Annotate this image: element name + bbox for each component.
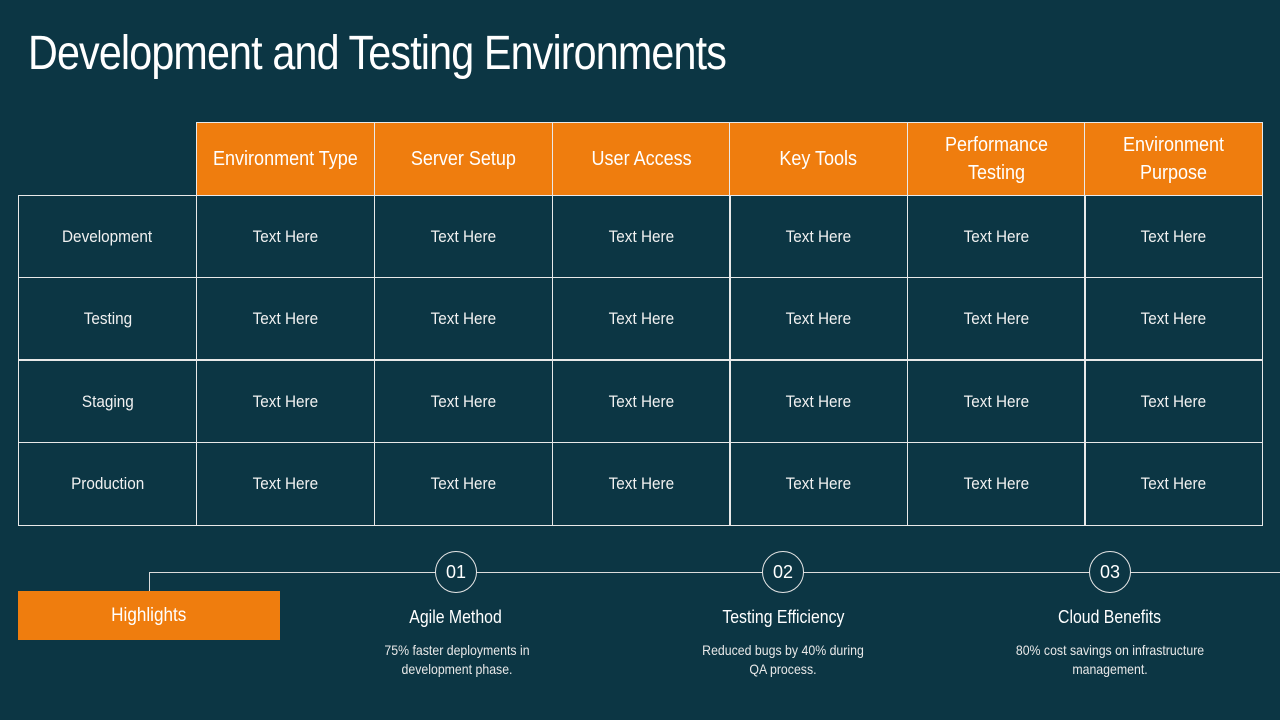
column-header-environment-type: Environment Type	[196, 122, 375, 196]
row-label-text: Staging	[81, 391, 134, 411]
table-cell-text: Text Here	[252, 308, 319, 328]
highlights-label: Highlights	[111, 604, 187, 626]
table-cell: Text Here	[196, 277, 375, 360]
row-label-development: Development	[18, 195, 197, 278]
row-label-staging: Staging	[18, 360, 197, 443]
column-header-label: Environment Type	[213, 148, 358, 170]
step-number: 03	[1099, 561, 1121, 582]
table-cell-text: Text Here	[608, 226, 675, 246]
table-cell-text: Text Here	[608, 391, 675, 411]
table-cell-text: Text Here	[963, 391, 1030, 411]
table-cell-text: Text Here	[1140, 474, 1207, 493]
column-header-label: Key Tools	[779, 148, 858, 170]
table-cell: Text Here	[907, 195, 1086, 278]
column-header-label: Environment Purpose	[1122, 134, 1225, 184]
table-cell: Text Here	[1084, 195, 1263, 278]
row-label-text: Testing	[83, 308, 132, 328]
step-description: 75% faster deployments in development ph…	[337, 641, 577, 679]
table-cell-text: Text Here	[785, 308, 852, 328]
table-cell-text: Text Here	[963, 308, 1030, 328]
table-cell: Text Here	[907, 360, 1086, 443]
table-cell: Text Here	[374, 360, 553, 443]
column-header-key-tools: Key Tools	[729, 122, 908, 196]
timeline-connector	[149, 572, 150, 592]
step-title: Testing Efficiency	[663, 607, 903, 628]
table-cell: Text Here	[374, 195, 553, 278]
table-cell: Text Here	[196, 195, 375, 278]
table-cell-text: Text Here	[1140, 226, 1207, 246]
step-title-text: Testing Efficiency	[721, 607, 845, 627]
table-cell: Text Here	[1084, 277, 1263, 360]
table-cell: Text Here	[552, 360, 731, 443]
column-header-server-setup: Server Setup	[374, 122, 553, 196]
table-cell: Text Here	[374, 442, 553, 526]
table-cell: Text Here	[374, 277, 553, 360]
step-description: Reduced bugs by 40% during QA process.	[663, 641, 903, 679]
row-label-text: Development	[62, 226, 153, 246]
table-cell: Text Here	[729, 360, 908, 443]
table-cell: Text Here	[907, 277, 1086, 360]
table-cell: Text Here	[196, 360, 375, 443]
table-cell-text: Text Here	[252, 226, 319, 246]
table-cell-text: Text Here	[963, 226, 1030, 246]
column-header-label: User Access	[591, 148, 692, 170]
environments-table: Environment Type Server Setup User Acces…	[18, 122, 1263, 526]
table-cell: Text Here	[552, 277, 731, 360]
step-title-text: Agile Method	[409, 607, 503, 627]
table-cell-text: Text Here	[252, 474, 319, 493]
step-description: 80% cost savings on infrastructure manag…	[990, 641, 1230, 679]
table-cell: Text Here	[729, 277, 908, 360]
step-description-text: Reduced bugs by 40% during QA process.	[702, 642, 864, 677]
table-cell: Text Here	[196, 442, 375, 526]
step-number: 01	[445, 561, 467, 582]
table-cell-text: Text Here	[252, 391, 319, 411]
row-label-text: Production	[70, 474, 145, 493]
step-description-text: 80% cost savings on infrastructure manag…	[1015, 642, 1205, 677]
table-cell-text: Text Here	[963, 474, 1030, 493]
step-title: Agile Method	[336, 607, 576, 628]
table-cell-text: Text Here	[785, 226, 852, 246]
step-title: Cloud Benefits	[990, 607, 1230, 628]
table-cell: Text Here	[1084, 442, 1263, 526]
step-description-text: 75% faster deployments in development ph…	[384, 642, 530, 677]
table-cell: Text Here	[552, 195, 731, 278]
table-cell-text: Text Here	[430, 308, 497, 328]
table-cell-text: Text Here	[1140, 391, 1207, 411]
table-cell-text: Text Here	[785, 391, 852, 411]
step-number: 02	[772, 561, 794, 582]
step-number-badge: 01	[435, 551, 477, 593]
table-cell-text: Text Here	[430, 226, 497, 246]
step-number-badge: 02	[762, 551, 804, 593]
table-cell-text: Text Here	[608, 474, 675, 493]
highlights-label-box: Highlights	[18, 591, 280, 640]
step-number-badge: 03	[1089, 551, 1131, 593]
table-cell-text: Text Here	[1140, 308, 1207, 328]
row-label-production: Production	[18, 442, 197, 526]
table-cell-text: Text Here	[430, 474, 497, 493]
page-title: Development and Testing Environments	[28, 27, 727, 80]
column-header-user-access: User Access	[552, 122, 731, 196]
column-header-label: Server Setup	[410, 148, 517, 170]
table-cell-text: Text Here	[785, 474, 852, 493]
column-header-performance-testing: Performance Testing	[907, 122, 1086, 196]
table-cell-text: Text Here	[430, 391, 497, 411]
table-cell: Text Here	[1084, 360, 1263, 443]
table-cell: Text Here	[729, 442, 908, 526]
row-label-testing: Testing	[18, 277, 197, 360]
timeline-line	[149, 572, 1280, 573]
table-cell: Text Here	[907, 442, 1086, 526]
table-cell: Text Here	[552, 442, 731, 526]
table-cell-text: Text Here	[608, 308, 675, 328]
table-cell: Text Here	[729, 195, 908, 278]
column-header-label: Performance Testing	[944, 134, 1049, 184]
step-title-text: Cloud Benefits	[1058, 607, 1162, 627]
column-header-environment-purpose: Environment Purpose	[1084, 122, 1263, 196]
